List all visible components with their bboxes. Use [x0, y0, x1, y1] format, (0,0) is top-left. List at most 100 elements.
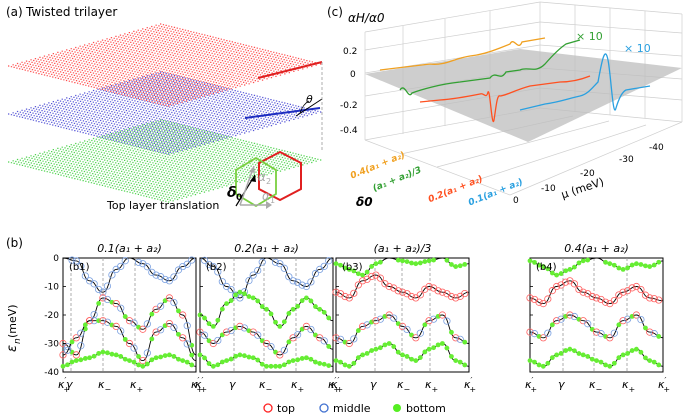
- marker-top: [72, 334, 80, 342]
- marker-middle: [188, 256, 196, 264]
- marker-bottom: [333, 261, 339, 267]
- marker-bottom: [189, 362, 195, 368]
- marker-top: [376, 274, 385, 282]
- marker-bottom: [409, 260, 414, 266]
- marker-top: [125, 339, 134, 348]
- marker-bottom: [308, 298, 314, 304]
- marker-bottom: [422, 322, 428, 328]
- marker-bottom: [290, 306, 296, 312]
- mu-axis-label: μ (meV): [560, 175, 606, 201]
- marker-middle: [624, 315, 632, 323]
- subpanel-title: 0.2(a₁ + a₂): [234, 242, 299, 255]
- marker-bottom: [295, 303, 301, 309]
- x-tick-label: κ−: [397, 378, 410, 394]
- marker-middle: [363, 321, 371, 329]
- marker-middle: [209, 262, 217, 271]
- a2-arrowhead: [249, 166, 255, 173]
- marker-middle: [117, 304, 125, 312]
- scale-green: × 10: [576, 30, 603, 43]
- marker-middle: [103, 318, 112, 326]
- marker-top: [358, 322, 367, 330]
- marker-bottom: [237, 289, 243, 295]
- marker-bottom: [242, 291, 247, 297]
- marker-middle: [200, 256, 209, 264]
- marker-top: [412, 334, 420, 342]
- marker-bottom: [304, 355, 309, 361]
- marker-middle: [157, 302, 165, 310]
- marker-middle: [143, 263, 151, 271]
- marker-top: [526, 294, 534, 302]
- marker-middle: [130, 344, 138, 352]
- marker-bottom: [395, 321, 401, 327]
- marker-bottom: [611, 262, 617, 268]
- marker-top: [552, 317, 561, 325]
- a1-symbol: α: [262, 189, 270, 203]
- x-tick-label: κ+: [291, 378, 304, 394]
- marker-bottom: [382, 342, 388, 348]
- marker-bottom: [286, 311, 292, 316]
- marker-top: [628, 284, 636, 292]
- marker-top: [236, 322, 244, 330]
- y-tick-label: -10: [44, 283, 59, 293]
- marker-top: [139, 356, 147, 365]
- panel-a-title: Twisted trilayer: [25, 5, 117, 19]
- marker-bottom: [233, 353, 239, 359]
- marker-bottom: [333, 358, 339, 363]
- marker-bottom: [127, 358, 132, 363]
- marker-middle: [285, 273, 293, 281]
- marker-top: [394, 287, 402, 295]
- marker-bottom: [69, 359, 75, 365]
- marker-middle: [249, 271, 257, 279]
- marker-middle: [108, 271, 116, 279]
- marker-top: [372, 317, 380, 325]
- panel-c-label: (c): [327, 5, 343, 19]
- marker-middle: [77, 342, 85, 350]
- marker-bottom: [651, 262, 657, 268]
- band-panel-1: (b1)0.1(a₁ + a₂)0-10-20-30-40κ′ +γ κ− κ+ κ′ +: [44, 242, 203, 394]
- marker-middle: [289, 277, 297, 285]
- marker-bottom: [598, 359, 604, 365]
- marker-bottom: [656, 259, 662, 265]
- marker-middle: [325, 257, 333, 265]
- marker-bottom: [122, 336, 128, 342]
- legend-bottom-label: bottom: [406, 402, 446, 415]
- marker-top: [655, 296, 663, 304]
- curve-13: [399, 39, 581, 96]
- marker-bottom: [558, 271, 564, 276]
- marker-top: [552, 282, 561, 291]
- lattice-layers: [8, 23, 322, 203]
- marker-bottom: [449, 329, 454, 335]
- red-hexagon: [258, 150, 302, 202]
- marker-bottom: [527, 358, 533, 363]
- marker-bottom: [277, 324, 283, 329]
- marker-middle: [258, 258, 266, 266]
- marker-middle: [134, 258, 143, 266]
- band-line: [199, 257, 334, 299]
- lattice-layer-middle: [8, 71, 322, 155]
- marker-bottom: [255, 357, 261, 363]
- marker-bottom: [321, 361, 327, 367]
- band-panel-3: (b3)(a₁ + a₂)/3κ′ + γ κ− κ+ κ′ +: [331, 242, 476, 394]
- marker-bottom: [603, 362, 608, 368]
- marker-top: [354, 281, 362, 289]
- marker-bottom: [338, 262, 343, 268]
- marker-bottom: [629, 348, 635, 353]
- marker-bottom: [647, 264, 653, 269]
- marker-top: [345, 294, 353, 302]
- marker-middle: [183, 260, 191, 268]
- marker-top: [434, 287, 442, 295]
- marker-bottom: [202, 355, 207, 361]
- marker-bottom: [228, 298, 234, 303]
- marker-bottom: [299, 298, 305, 304]
- marker-middle: [90, 280, 98, 288]
- theta-arc: [299, 100, 310, 114]
- marker-bottom: [369, 348, 375, 353]
- marker-top: [562, 278, 570, 286]
- marker-bottom: [638, 349, 644, 355]
- marker-bottom: [210, 324, 216, 329]
- marker-bottom: [651, 359, 657, 365]
- marker-top: [526, 328, 534, 336]
- marker-bottom: [616, 265, 622, 271]
- marker-middle: [416, 329, 424, 337]
- marker-bottom: [136, 362, 141, 368]
